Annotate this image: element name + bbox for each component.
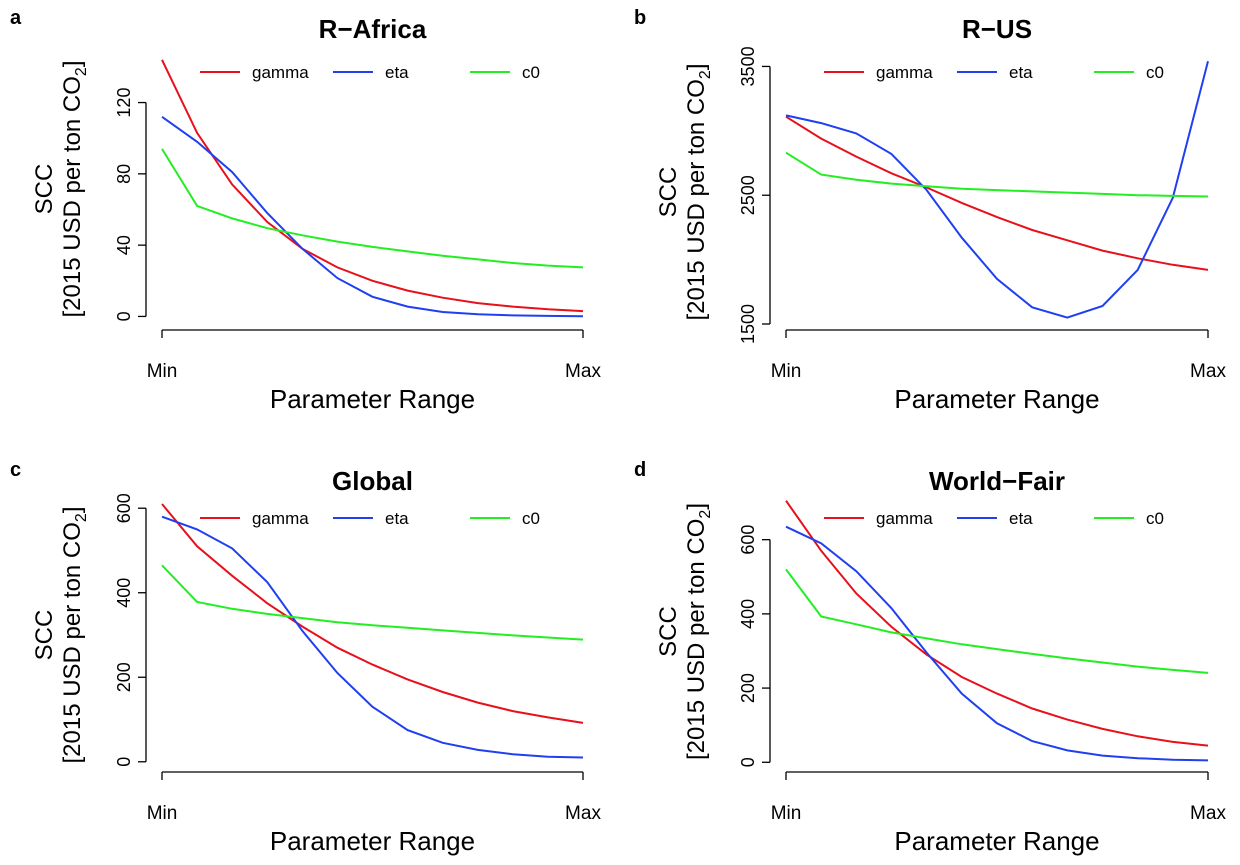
- chart-title: World−Fair: [929, 466, 1065, 496]
- series-line-eta: [161, 115, 584, 318]
- y-tick-label: 600: [738, 525, 758, 555]
- legend-label-eta: eta: [1009, 63, 1033, 82]
- x-tick-label: Max: [565, 803, 601, 824]
- legend-label-gamma: gamma: [876, 509, 933, 528]
- legend-label-eta: eta: [1009, 509, 1033, 528]
- panel-label: b: [634, 7, 646, 29]
- x-axis-label: Parameter Range: [270, 384, 475, 414]
- y-axis-label-text: [2015 USD per ton CO: [683, 519, 710, 760]
- y-axis-label-subscript: 2: [73, 67, 90, 76]
- series-line-eta: [785, 525, 1209, 762]
- y-tick-label: 1500: [738, 304, 758, 344]
- series-line-c0: [161, 148, 584, 269]
- series-line-gamma: [161, 503, 584, 724]
- series-line-c0: [785, 151, 1209, 198]
- x-axis-label: Parameter Range: [894, 384, 1099, 414]
- y-tick-label: 400: [738, 599, 758, 629]
- x-tick-label: Min: [147, 803, 178, 824]
- y-axis-label-line2: [2015 USD per ton CO2]: [59, 60, 90, 317]
- legend-label-c0: c0: [1146, 509, 1164, 528]
- series-line-c0: [785, 568, 1209, 674]
- chart-title: R−Africa: [319, 14, 427, 44]
- y-axis-label-line1: SCC: [655, 606, 682, 657]
- x-tick-label: Max: [1190, 803, 1226, 824]
- x-tick-label: Max: [565, 361, 601, 382]
- y-axis-label-text: [2015 USD per ton CO: [683, 79, 710, 320]
- x-axis-label: Parameter Range: [270, 826, 475, 856]
- panel-label: d: [634, 459, 646, 481]
- y-tick-label: 200: [738, 673, 758, 703]
- series-line-eta: [161, 515, 584, 759]
- x-tick-label: Min: [771, 361, 802, 382]
- series-line-eta: [785, 61, 1209, 319]
- y-tick-label: 400: [114, 578, 134, 608]
- y-axis-label-line1: SCC: [31, 610, 58, 661]
- legend-label-eta: eta: [385, 63, 409, 82]
- x-tick-label: Max: [1190, 361, 1226, 382]
- legend-label-gamma: gamma: [252, 63, 309, 82]
- y-axis-label-subscript: 2: [697, 510, 714, 519]
- x-tick-label: Min: [147, 361, 178, 382]
- y-tick-label: 3500: [738, 46, 758, 86]
- y-axis-label-line1: SCC: [655, 167, 682, 218]
- series-line-c0: [161, 564, 584, 641]
- y-axis-label-bracket: ]: [59, 506, 86, 513]
- y-tick-label: 600: [114, 493, 134, 523]
- legend-label-gamma: gamma: [252, 509, 309, 528]
- y-axis-label-subscript: 2: [73, 513, 90, 522]
- x-tick-label: Min: [771, 803, 802, 824]
- chart-panel-a: a R−Africa gamma eta c0 0 40 80 120 Min Max Paramet…: [10, 7, 601, 414]
- legend-label-gamma: gamma: [876, 63, 933, 82]
- y-axis-label-bracket: ]: [683, 63, 710, 70]
- y-tick-label: 0: [114, 757, 134, 767]
- y-tick-label: 40: [114, 235, 134, 255]
- legend-label-eta: eta: [385, 509, 409, 528]
- panel-label: c: [10, 459, 21, 481]
- y-tick-label: 120: [114, 88, 134, 118]
- series-line-gamma: [161, 59, 584, 313]
- y-tick-label: 80: [114, 164, 134, 184]
- series-line-gamma: [785, 500, 1209, 747]
- series-line-gamma: [785, 115, 1209, 271]
- chart-panel-b: b R−US gamma eta c0 1500 2500 3500 Min Max Paramet…: [634, 7, 1226, 414]
- y-axis-label-line2: [2015 USD per ton CO2]: [59, 506, 90, 763]
- panel-label: a: [10, 7, 22, 29]
- y-tick-label: 0: [738, 757, 758, 767]
- y-axis-label-bracket: ]: [683, 503, 710, 510]
- y-axis-label-line1: SCC: [31, 164, 58, 215]
- y-tick-label: 2500: [738, 175, 758, 215]
- chart-title: Global: [332, 466, 413, 496]
- chart-title: R−US: [962, 14, 1032, 44]
- y-axis-label-text: [2015 USD per ton CO: [59, 76, 86, 317]
- y-tick-label: 200: [114, 662, 134, 692]
- y-axis-label-subscript: 2: [697, 70, 714, 79]
- y-axis-label-text: [2015 USD per ton CO: [59, 522, 86, 763]
- y-axis-label-line2: [2015 USD per ton CO2]: [683, 63, 714, 320]
- chart-panel-c: c Global gamma eta c0 0 200 400 600 Min Max Paramet…: [10, 459, 601, 856]
- y-axis-label-line2: [2015 USD per ton CO2]: [683, 503, 714, 760]
- legend-label-c0: c0: [522, 509, 540, 528]
- legend-label-c0: c0: [522, 63, 540, 82]
- chart-panel-d: d World−Fair gamma eta c0 0 200 400 600 Min Max Par…: [634, 459, 1226, 856]
- y-axis-label-bracket: ]: [59, 60, 86, 67]
- x-axis-label: Parameter Range: [894, 826, 1099, 856]
- y-tick-label: 0: [114, 311, 134, 321]
- legend-label-c0: c0: [1146, 63, 1164, 82]
